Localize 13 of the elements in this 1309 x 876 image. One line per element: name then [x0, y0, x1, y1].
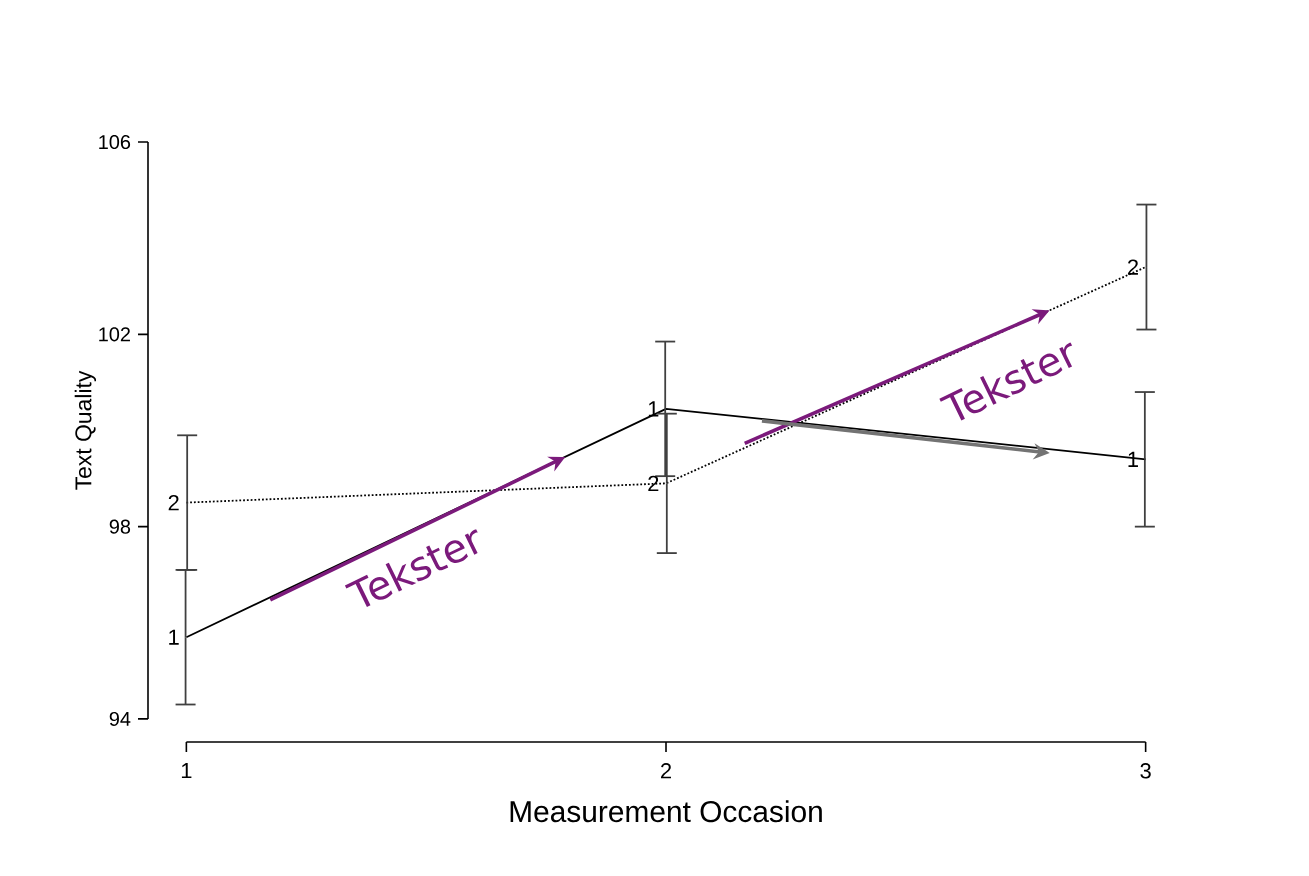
- x-tick-label: 2: [661, 763, 671, 779]
- text: 1: [169, 629, 179, 645]
- y-tick-label: 98: [109, 519, 131, 534]
- y-tick-label: 94: [109, 711, 131, 726]
- series-label: 2: [1127, 259, 1138, 275]
- x-axis-title: Measurement Occasion: [510, 800, 822, 823]
- text: 2: [168, 494, 179, 511]
- x-tick-label: 1: [181, 763, 192, 779]
- y-tick-label: 102: [99, 327, 130, 342]
- y-tick-label: 106: [99, 135, 131, 150]
- text: 2: [648, 475, 659, 492]
- y-axis-title: Text Quality: [74, 370, 97, 490]
- x-tick-label: 3: [1140, 763, 1151, 779]
